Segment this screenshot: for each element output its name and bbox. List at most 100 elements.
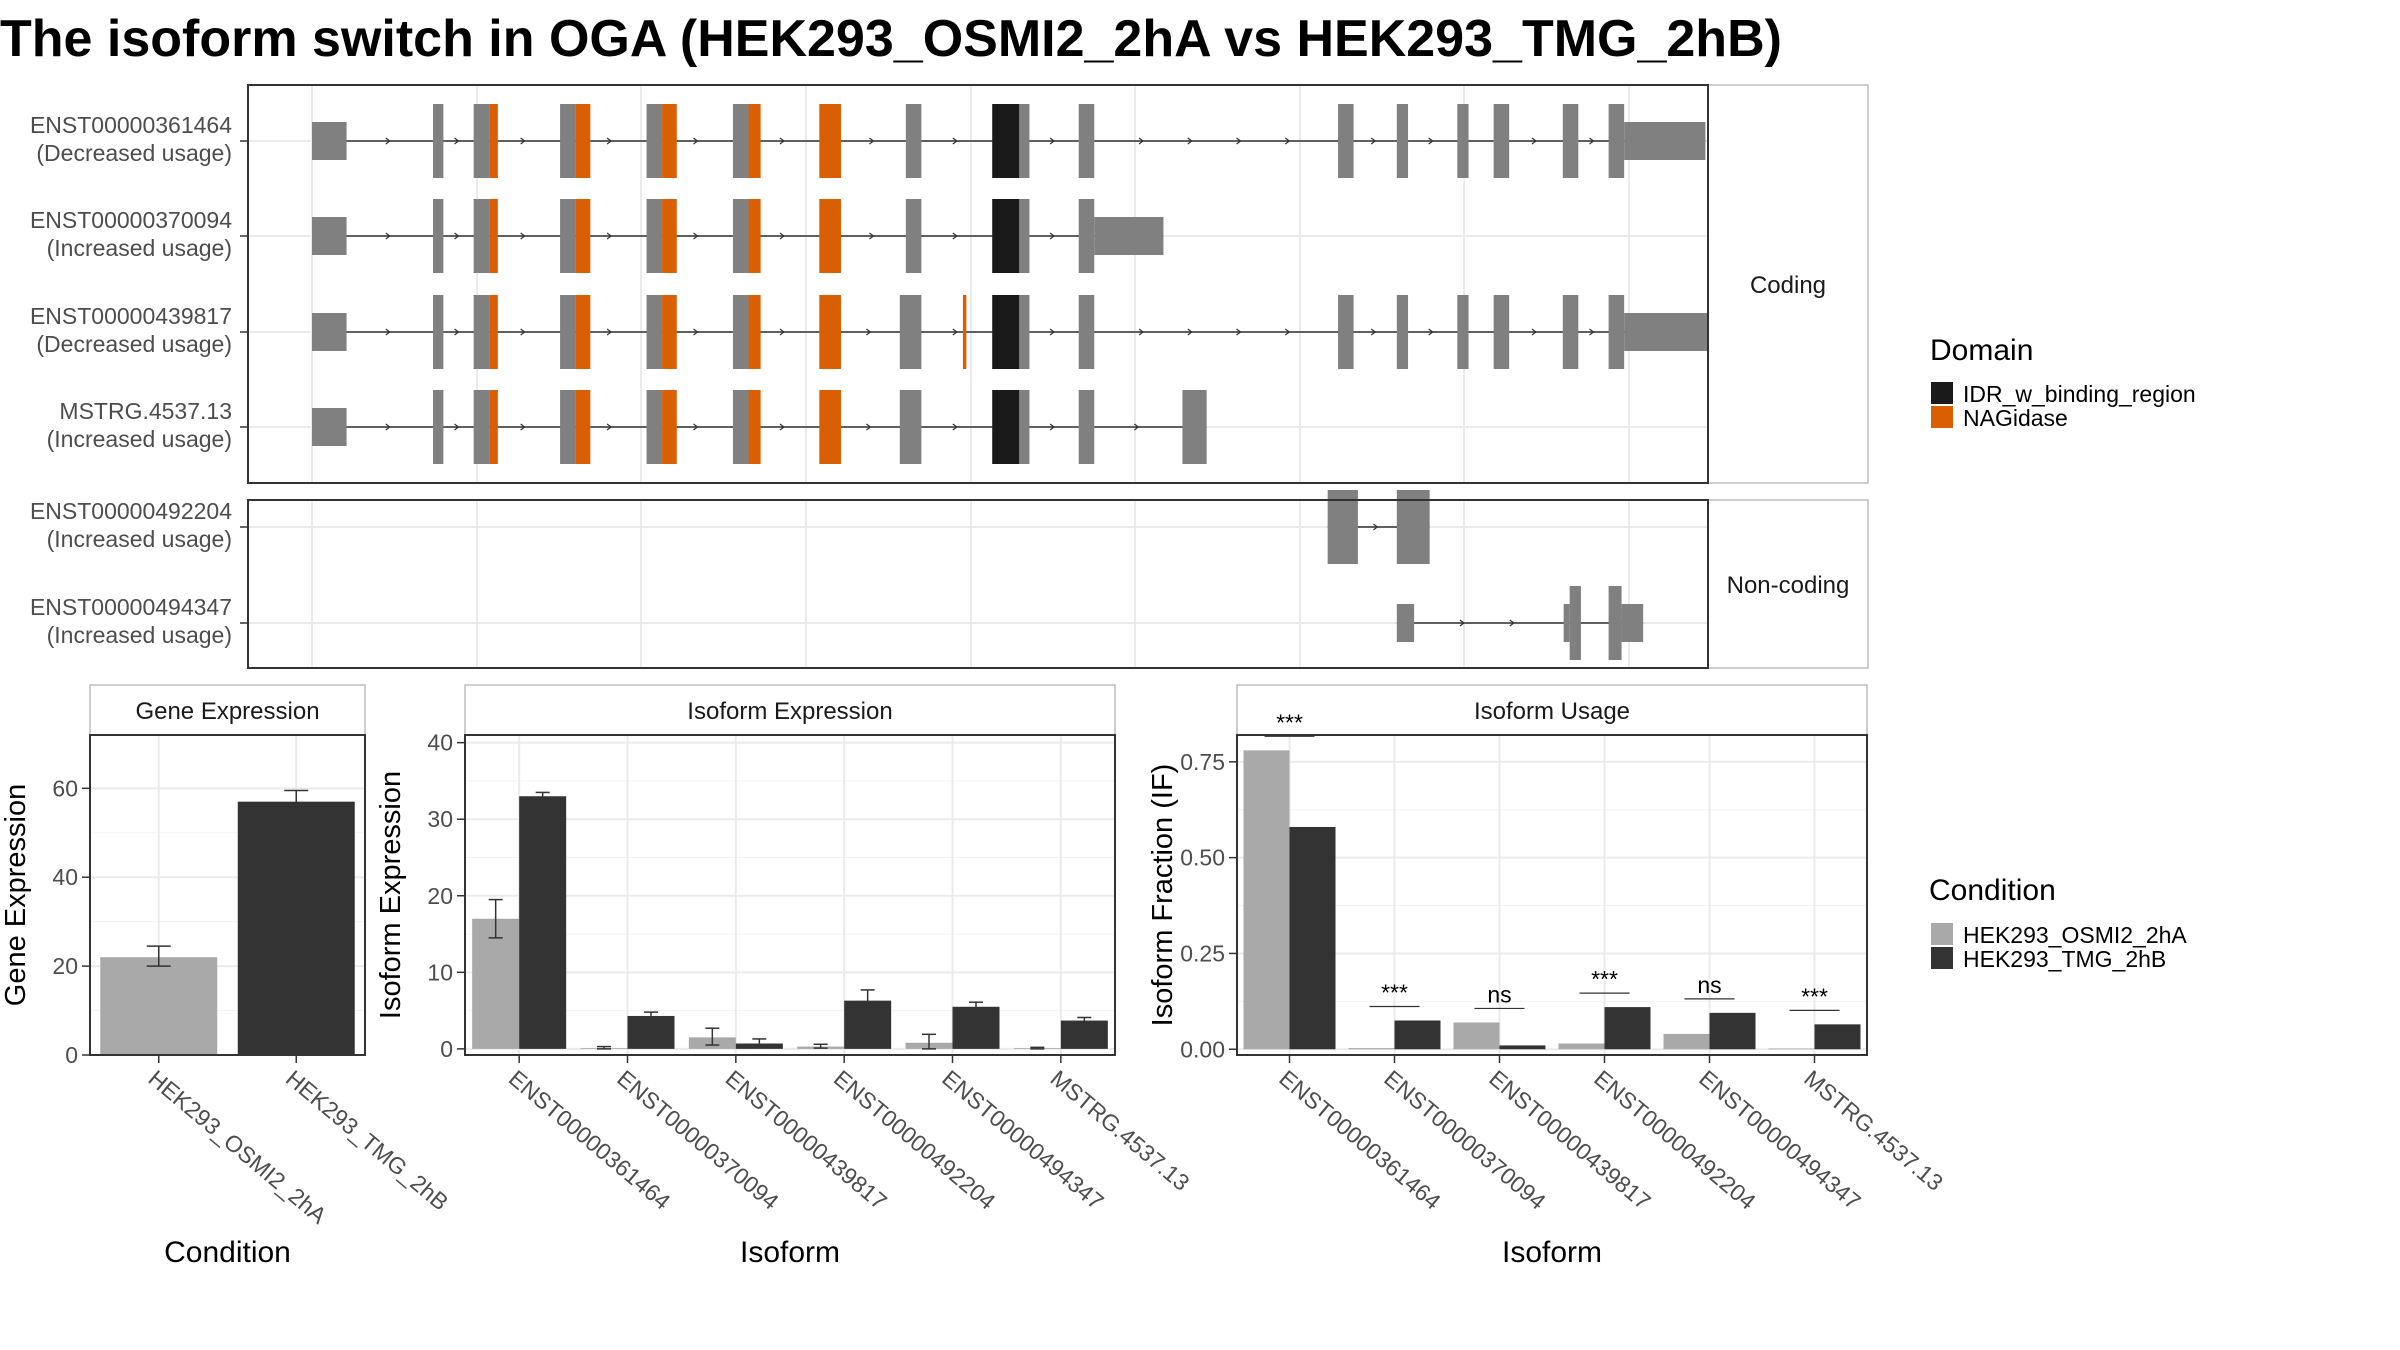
intron-arrow [520,328,526,336]
chart-title-strip [89,684,366,736]
exon [732,104,749,178]
intron-arrow [952,423,958,431]
bar [1243,750,1290,1050]
panel-border [247,499,1709,669]
domain-NAGidase [662,295,677,369]
bar [1814,1024,1861,1050]
exon [1078,199,1095,273]
panel-background [248,500,1708,668]
exon [1569,586,1581,660]
exon [1396,490,1430,564]
exon [1624,313,1708,351]
significance-label: *** [1381,980,1408,1006]
exon [1621,604,1644,642]
exon [560,199,576,273]
y-axis-title: Isoform Fraction (IF) [1147,764,1179,1027]
domain-NAGidase [819,104,842,178]
domain-NAGidase [819,295,842,369]
domain-NAGidase [662,199,677,273]
exon [1338,104,1354,178]
y-tick-label: 40 [52,864,78,890]
domain-IDR_w_binding_region [992,295,1020,369]
y-tick-label: 0.25 [1180,940,1225,966]
facet-strip [1707,499,1869,669]
domain-NAGidase [662,390,677,464]
intron-arrow [693,328,699,336]
intron-arrow [779,328,785,336]
chart-panel-border [464,734,1116,1056]
exon [899,295,922,369]
panel-border [247,84,1709,484]
intron-arrow [606,423,613,431]
domain-NAGidase [819,390,842,464]
chart-title: Isoform Expression [687,698,892,725]
chart-panel-border [1236,734,1868,1056]
y-tick-label: 30 [427,806,453,832]
domain-legend-title: Domain [1930,334,2033,367]
x-axis-title: Isoform [1502,1236,1602,1269]
transcript-usage-label: (Increased usage) [47,526,232,552]
chart-2: Isoform Usage0.000.250.500.75ENST0000036… [1147,684,1948,1269]
intron-arrow [520,423,526,431]
intron-arrow [1370,137,1377,145]
intron-arrow [1531,137,1537,145]
intron-arrow [1284,137,1291,145]
intron-arrow [952,328,958,336]
intron-arrow [1373,523,1379,531]
intron-arrow [520,137,526,145]
bar [1663,1033,1710,1050]
structure-panel-coding: Coding [240,84,1869,484]
bar [1709,1012,1756,1050]
significance-label: ns [1697,972,1721,998]
exon [646,295,663,369]
significance-label: *** [1276,709,1303,735]
legend-label-idr: IDR_w_binding_region [1963,381,2196,407]
exon [1562,295,1579,369]
bar [100,957,218,1055]
transcript-usage-label: (Decreased usage) [36,140,232,166]
legend-label-condA: HEK293_OSMI2_2hA [1963,922,2187,948]
intron-arrow [1236,137,1242,145]
transcript-id-label: ENST00000492204 [30,498,232,524]
intron-arrow [1187,137,1193,145]
panel-background [248,85,1708,483]
intron-arrow [606,137,613,145]
domain-NAGidase [489,199,498,273]
bar [1348,1048,1395,1050]
structure-panel-noncoding: Non-coding [240,490,1869,669]
intron-arrow [779,423,785,431]
bar [519,796,567,1049]
transcript-id-label: ENST00000439817 [30,303,232,329]
intron-arrow [1138,137,1145,145]
exon [1327,490,1358,564]
y-tick-label: 0.75 [1180,749,1225,775]
exon [473,295,490,369]
significance-label: *** [1591,966,1618,992]
exon [1396,295,1409,369]
intron-arrow [385,423,391,431]
intron-arrow [1428,328,1434,336]
exon [433,104,444,178]
exon [1078,390,1095,464]
intron-arrow [693,137,699,145]
exon [1457,104,1469,178]
legend-key-nagidase [1931,406,1953,428]
y-tick-label: 20 [52,953,78,979]
bar [237,801,355,1055]
bar [1289,826,1336,1050]
transcript-ENST00000492204 [1327,490,1430,564]
domain-NAGidase [575,390,591,464]
transcript-id-label: ENST00000361464 [30,112,232,138]
exon [905,104,922,178]
y-tick-label: 20 [427,883,453,909]
transcript-id-label: ENST00000494347 [30,594,232,620]
intron-arrow [693,423,699,431]
significance-label: *** [1801,983,1828,1009]
intron-arrow [454,423,460,431]
legend-key-condB [1931,947,1953,969]
exon [732,199,749,273]
domain-NAGidase [748,104,761,178]
intron-arrow [606,232,613,240]
exon [312,313,347,351]
intron-arrow [1049,137,1056,145]
